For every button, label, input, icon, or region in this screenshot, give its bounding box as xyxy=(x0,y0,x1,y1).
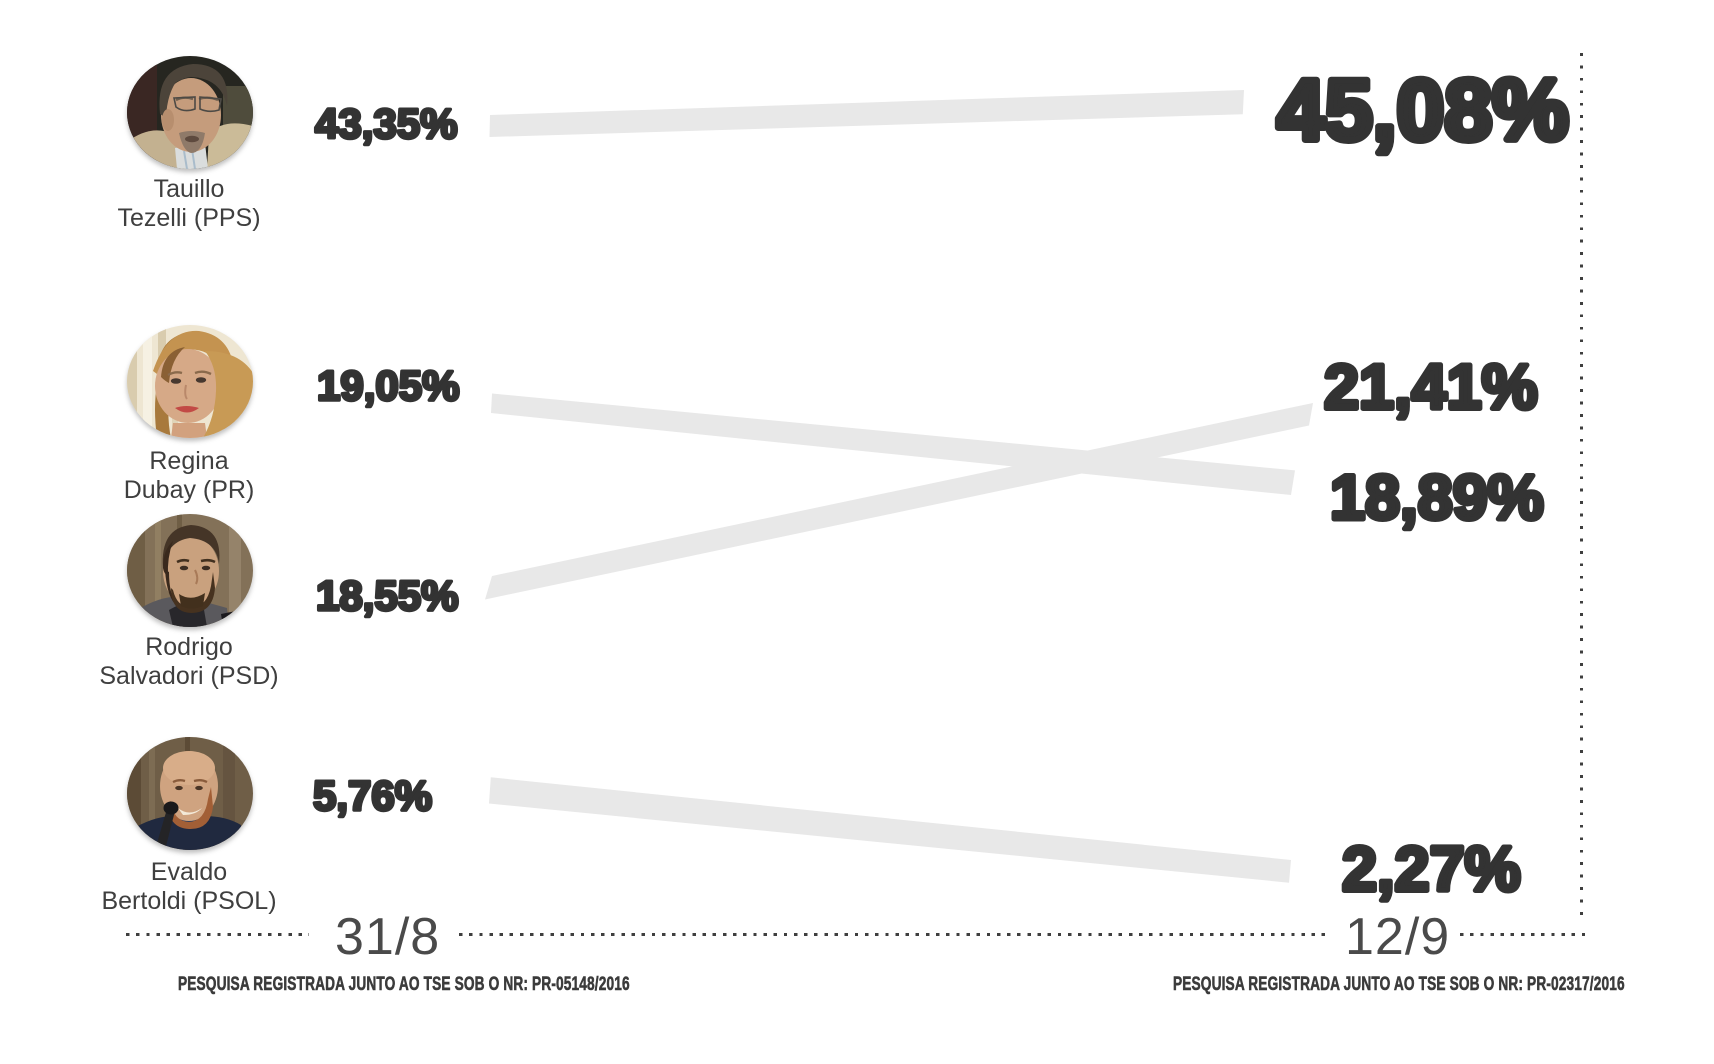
svg-text:5,76%: 5,76% xyxy=(313,772,432,819)
svg-text:19,05%: 19,05% xyxy=(317,362,459,409)
svg-text:43,35%: 43,35% xyxy=(315,100,457,147)
svg-text:18,55%: 18,55% xyxy=(316,572,458,619)
svg-text:18,89%: 18,89% xyxy=(1330,463,1544,533)
svg-text:45,08%: 45,08% xyxy=(1277,63,1569,159)
svg-text:21,41%: 21,41% xyxy=(1324,353,1538,423)
svg-text:2,27%: 2,27% xyxy=(1342,835,1521,905)
